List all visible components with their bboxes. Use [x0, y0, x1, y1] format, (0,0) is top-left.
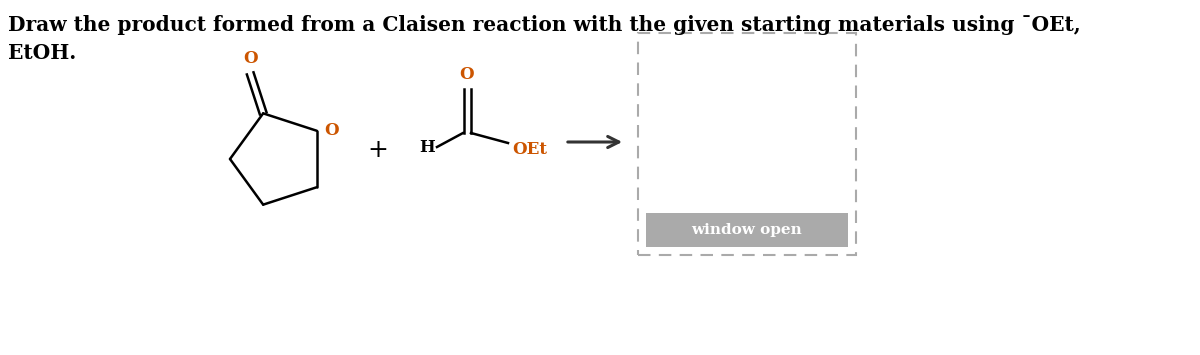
Text: H: H — [419, 138, 436, 155]
Bar — [638, 33, 856, 255]
Text: +: + — [367, 138, 389, 162]
Text: O: O — [242, 50, 258, 67]
Text: EtOH.: EtOH. — [8, 43, 77, 63]
Text: OEt: OEt — [512, 141, 547, 158]
Text: O: O — [460, 66, 474, 83]
Text: O: O — [324, 122, 338, 139]
Bar — [646, 213, 848, 247]
Text: window open: window open — [691, 223, 803, 237]
Text: Draw the product formed from a Claisen reaction with the given starting material: Draw the product formed from a Claisen r… — [8, 15, 1081, 35]
